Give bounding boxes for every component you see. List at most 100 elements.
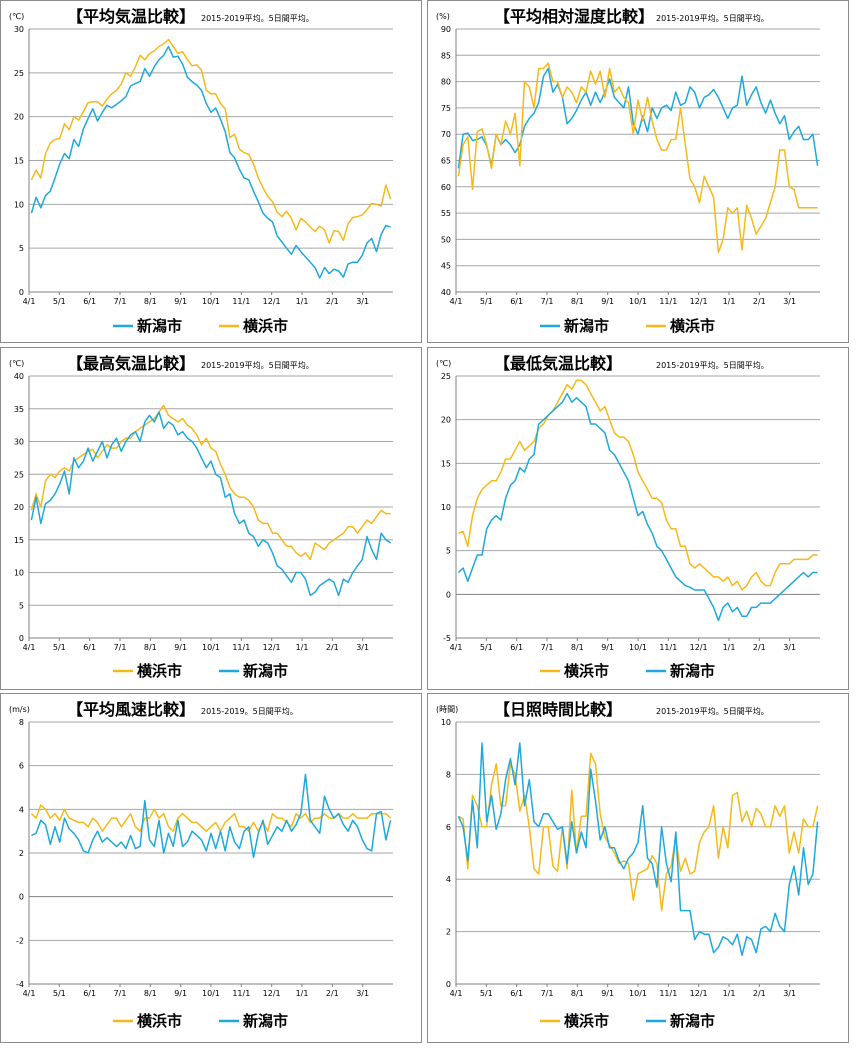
y-tick-label: 15 [14,157,24,166]
x-tick-label: 9/1 [174,297,187,306]
x-tick-label: 11/1 [232,643,250,652]
x-tick-label: 5/1 [53,643,66,652]
y-tick-label: 6 [19,762,24,771]
series-line-yokohama [457,62,818,254]
x-tick-label: 11/1 [659,989,677,998]
y-unit-label: (m/s) [9,705,30,714]
x-tick-label: 11/1 [659,297,677,306]
x-tick-label: 3/1 [783,297,796,306]
x-tick-label: 7/1 [114,643,127,652]
x-tick-label: 1/1 [723,989,736,998]
chart-title: 【最低気温比較】 [494,354,622,373]
y-tick-label: 25 [14,69,24,78]
x-tick-label: 2/1 [326,297,339,306]
x-tick-label: 2/1 [753,643,766,652]
y-tick-label: 10 [14,200,24,209]
chart-svg-max-temp: 0 5 10 15 20 25 30 35 40 4/1 5/1 6/1 7/1 8/1 9/1 10/1 11… [9,354,393,680]
legend-label: 横浜市 [564,1012,609,1030]
series-line-yokohama [30,804,392,832]
chart-subtitle: 2015-2019平均。5日間平均。 [656,706,769,716]
x-tick-label: 4/1 [23,643,36,652]
y-tick-label: 10 [14,569,24,578]
y-tick-label: 5 [446,547,451,556]
y-tick-label: 2 [446,928,451,937]
y-tick-label: 10 [441,718,451,727]
x-tick-label: 1/1 [723,297,736,306]
legend-label: 新潟市 [243,662,288,680]
chart-svg-humidity: 40 45 50 55 60 65 70 75 80 85 90 4/1 5/1 6/1 7/1 8/1 9/1… [436,7,820,335]
x-tick-label: 3/1 [356,989,369,998]
x-tick-label: 5/1 [480,989,493,998]
x-tick-label: 5/1 [480,643,493,652]
x-tick-label: 4/1 [23,297,36,306]
x-tick-label: 4/1 [450,989,463,998]
y-tick-label: 4 [19,805,24,814]
y-tick-label: 60 [441,183,451,192]
x-tick-label: 10/1 [629,297,647,306]
series-line-yokohama [30,38,392,244]
x-tick-label: 8/1 [571,297,584,306]
y-tick-label: 45 [441,262,451,271]
x-tick-label: 7/1 [541,297,554,306]
x-tick-label: 8/1 [571,989,584,998]
x-tick-label: 3/1 [356,297,369,306]
legend-label: 新潟市 [670,1012,715,1030]
x-tick-label: 5/1 [53,989,66,998]
x-tick-label: 4/1 [23,989,36,998]
chart-panel-avg-temp: 0 5 10 15 20 25 30 4/1 5/1 6/1 7/1 8/1 9/1 10/1 11/1 12… [0,0,422,343]
series-line-yokohama [458,752,819,912]
chart-subtitle: 2015-2019平均。5日間平均。 [656,13,769,23]
x-tick-label: 11/1 [232,297,250,306]
y-unit-label: (℃) [9,359,24,368]
y-tick-label: 0 [19,634,24,643]
x-tick-label: 4/1 [450,643,463,652]
y-tick-label: -2 [16,936,24,945]
y-unit-label: (℃) [436,359,451,368]
chart-svg-sunshine: 0 2 4 6 8 10 4/1 5/1 6/1 7/1 8/1 9/1 10/1 11/1 12/1 1/1… [436,700,820,1030]
x-tick-label: 10/1 [629,989,647,998]
x-tick-label: 5/1 [53,297,66,306]
y-unit-label: (時間) [436,705,458,714]
y-tick-label: 40 [441,288,451,297]
legend-label: 横浜市 [137,1012,182,1030]
x-tick-label: 9/1 [601,643,614,652]
y-tick-label: 80 [441,78,451,87]
y-tick-label: 5 [19,244,24,253]
series-line-yokohama [30,404,391,561]
x-tick-label: 4/1 [450,297,463,306]
x-tick-label: 2/1 [753,297,766,306]
x-tick-label: 6/1 [510,989,523,998]
y-tick-label: 30 [14,438,24,447]
x-tick-label: 1/1 [296,989,309,998]
series-line-niigata [457,67,819,169]
chart-title: 【平均気温比較】 [67,7,195,26]
series-line-yokohama [458,379,818,591]
chart-title: 【平均相対湿度比較】 [494,7,654,26]
chart-svg-avg-temp: 0 5 10 15 20 25 30 4/1 5/1 6/1 7/1 8/1 9/1 10/1 11/1 12… [9,7,393,335]
series-line-niigata [30,411,392,597]
legend-label: 新潟市 [670,662,715,680]
y-tick-label: 65 [441,157,451,166]
x-tick-label: 12/1 [690,989,708,998]
y-tick-label: 6 [446,823,451,832]
y-tick-label: 15 [14,536,24,545]
legend-label: 新潟市 [564,317,609,335]
x-tick-label: 12/1 [263,989,281,998]
y-tick-label: 20 [441,416,451,425]
chart-panel-max-temp: 0 5 10 15 20 25 30 35 40 4/1 5/1 6/1 7/1 8/1 9/1 10/1 11… [0,347,422,690]
x-tick-label: 12/1 [263,643,281,652]
y-tick-label: 20 [14,113,24,122]
x-tick-label: 10/1 [202,643,220,652]
chart-panel-wind: -4 -2 0 2 4 6 8 4/1 5/1 6/1 7/1 8/1 9/1 10/1 11/1 12/1 1… [0,693,422,1043]
y-tick-label: 8 [19,718,24,727]
x-tick-label: 1/1 [296,297,309,306]
chart-panel-sunshine: 0 2 4 6 8 10 4/1 5/1 6/1 7/1 8/1 9/1 10/1 11/1 12/1 1/1… [427,693,849,1043]
y-tick-label: 0 [446,980,451,989]
y-tick-label: 85 [441,51,451,60]
legend-label: 横浜市 [243,317,288,335]
series-line-niigata [31,773,392,859]
y-tick-label: 75 [441,104,451,113]
legend-label: 新潟市 [137,317,182,335]
y-tick-label: 2 [19,849,24,858]
legend-label: 横浜市 [137,662,182,680]
